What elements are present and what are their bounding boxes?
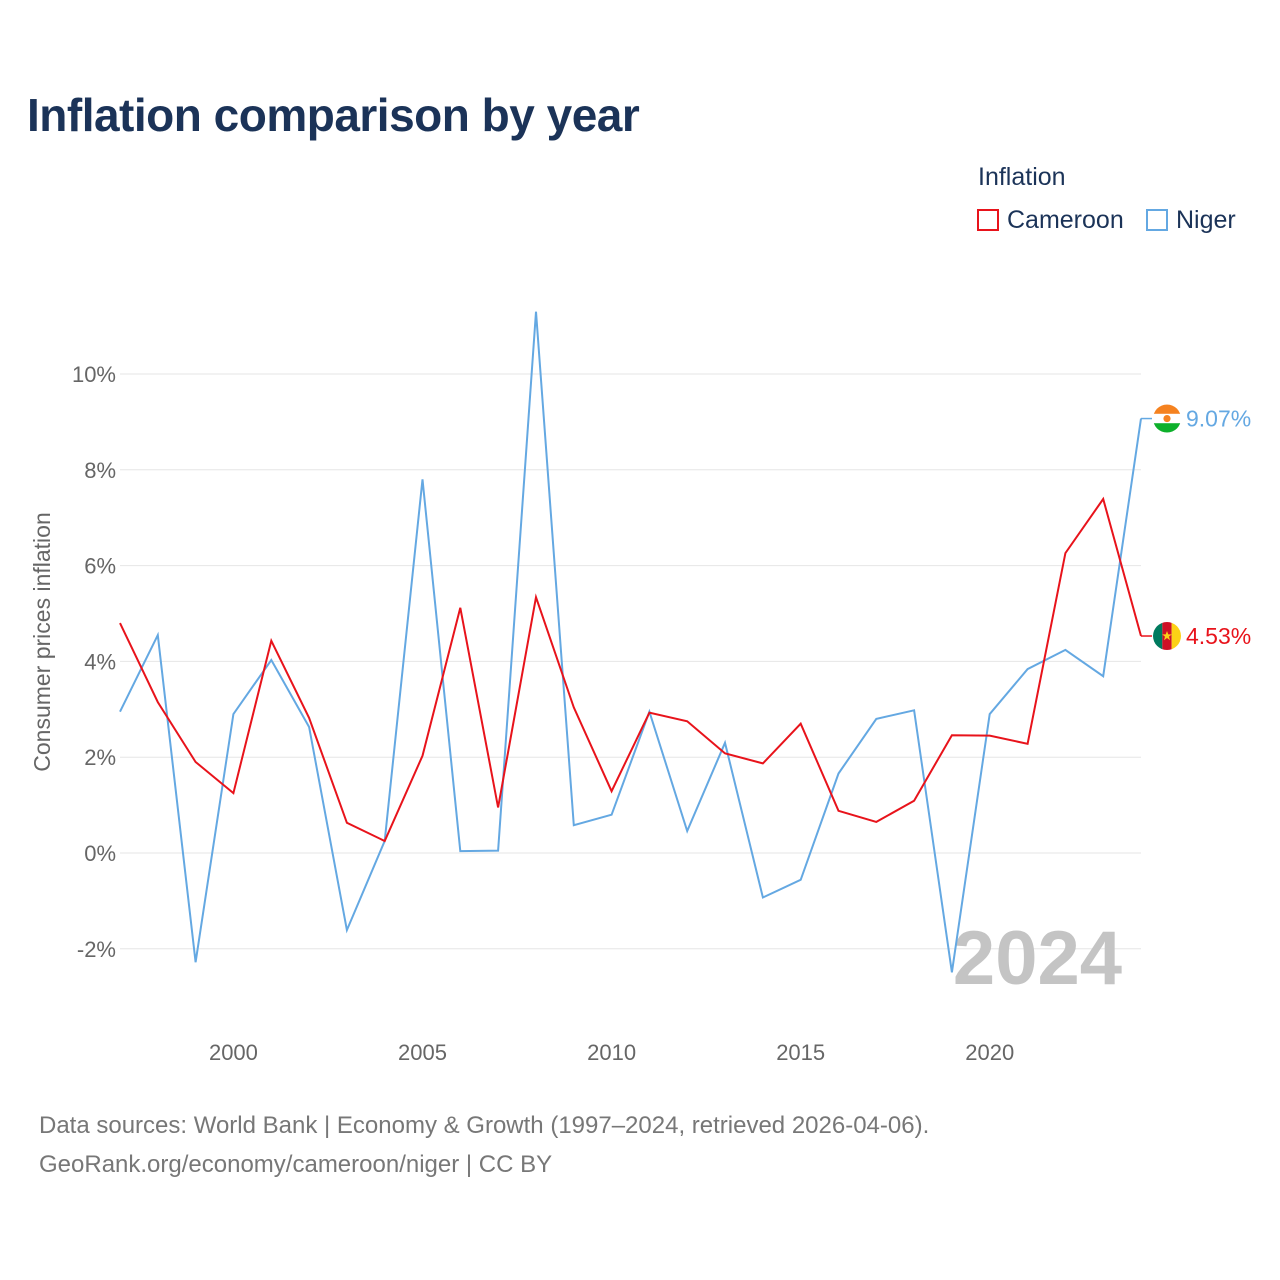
- sources-line-2[interactable]: GeoRank.org/economy/cameroon/niger | CC …: [39, 1151, 553, 1178]
- x-tick-label: 2010: [587, 1040, 636, 1065]
- x-tick-label: 2000: [209, 1040, 258, 1065]
- series-line-cameroon[interactable]: [119, 496, 1142, 843]
- legend-swatch-cameroon: [977, 209, 999, 231]
- x-tick-label: 2020: [965, 1040, 1014, 1065]
- x-tick-label: 2015: [776, 1040, 825, 1065]
- series-lines: [119, 311, 1142, 973]
- legend-label-niger: Niger: [1176, 205, 1236, 234]
- series-end-labels: 9.07% 4.53%: [1141, 404, 1251, 651]
- y-tick-label: 6%: [84, 554, 116, 579]
- x-axis-ticks: 2000 2005 2010 2015 2020: [209, 1040, 1014, 1065]
- y-tick-label: -2%: [77, 937, 116, 962]
- current-year-watermark: 2024: [953, 916, 1122, 1001]
- data-sources-footer: Data sources: World Bank | Economy & Gro…: [39, 1106, 929, 1184]
- line-chart: -2% 0% 2% 4% 6% 8% 10% 2000 2005 2010 2015 2020 Co…: [29, 311, 1251, 1065]
- legend-label-cameroon: Cameroon: [1007, 205, 1124, 234]
- y-tick-label: 0%: [84, 841, 116, 866]
- sources-line-1: Data sources: World Bank | Economy & Gro…: [39, 1112, 930, 1139]
- legend-item-niger[interactable]: Niger: [1146, 205, 1236, 235]
- legend-swatch-niger: [1146, 209, 1168, 231]
- grid-lines: [120, 373, 1141, 950]
- y-tick-label: 10%: [72, 362, 116, 387]
- y-tick-label: 4%: [84, 649, 116, 674]
- niger-flag-icon: [1153, 404, 1181, 433]
- end-label-niger: 9.07%: [1186, 406, 1251, 432]
- chart-title: Inflation comparison by year: [27, 89, 640, 141]
- cameroon-flag-icon: [1153, 622, 1181, 651]
- y-tick-label: 8%: [84, 458, 116, 483]
- y-axis-ticks: -2% 0% 2% 4% 6% 8% 10%: [72, 362, 116, 962]
- y-tick-label: 2%: [84, 745, 116, 770]
- end-label-cameroon: 4.53%: [1186, 623, 1251, 649]
- x-tick-label: 2005: [398, 1040, 447, 1065]
- y-axis-title: Consumer prices inflation: [29, 512, 55, 772]
- legend-item-cameroon[interactable]: Cameroon: [977, 205, 1124, 235]
- series-line-niger[interactable]: [119, 311, 1142, 973]
- legend-title: Inflation: [978, 163, 1066, 191]
